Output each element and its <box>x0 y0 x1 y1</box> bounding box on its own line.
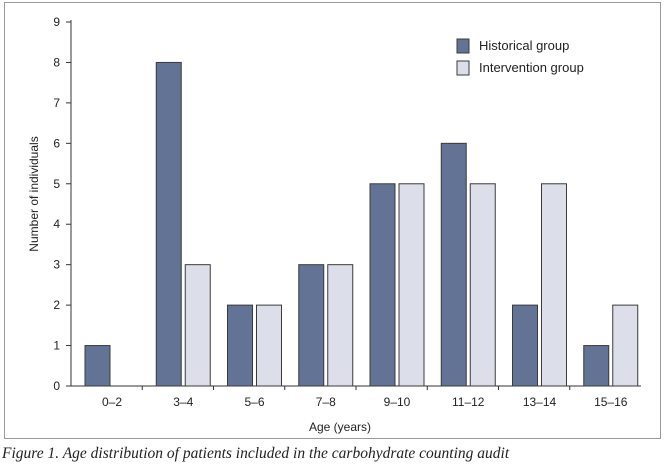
bar-intervention <box>612 304 639 387</box>
bar-historical <box>84 345 111 387</box>
y-tick-label: 1 <box>53 339 60 353</box>
y-tick-label: 9 <box>53 15 60 29</box>
chart-frame: 0 1 2 3 4 5 6 7 8 9 0–2 3–4 5–6 7–8 9–10 11–12 13–14 15–… <box>4 2 661 439</box>
x-tick-label: 5–6 <box>244 395 264 409</box>
y-tick-label: 2 <box>53 298 60 312</box>
x-tick-label: 9–10 <box>384 395 411 409</box>
bar-intervention <box>327 264 354 387</box>
y-axis: 0 1 2 3 4 5 6 7 8 9 <box>53 15 72 393</box>
y-tick-label: 5 <box>53 177 60 191</box>
y-tick-label: 4 <box>53 217 60 231</box>
y-axis-title: Number of individuals <box>27 136 41 251</box>
bar-historical <box>155 61 182 387</box>
y-tick-label: 7 <box>53 96 60 110</box>
bar-intervention <box>256 304 282 387</box>
legend-swatch <box>456 60 470 76</box>
bar-historical <box>512 304 538 387</box>
legend-swatch <box>456 38 470 54</box>
bar-historical <box>440 142 467 387</box>
x-tick-label: 13–14 <box>523 395 557 409</box>
x-tick-label: 0–2 <box>102 395 122 409</box>
x-tick-label: 11–12 <box>452 395 485 409</box>
bar-historical <box>369 183 396 387</box>
legend: Historical group Intervention group <box>456 38 584 76</box>
bar-historical <box>227 304 253 387</box>
y-tick-label: 6 <box>53 136 60 150</box>
bar-historical <box>298 264 325 387</box>
legend-label: Intervention group <box>479 60 584 75</box>
bar-intervention <box>469 183 496 387</box>
y-tick-label: 8 <box>53 55 60 69</box>
bar-intervention <box>398 183 425 387</box>
x-axis-title: Age (years) <box>309 420 371 434</box>
x-tick-label: 3–4 <box>173 395 193 409</box>
legend-label: Historical group <box>479 38 569 53</box>
bar-chart: 0 1 2 3 4 5 6 7 8 9 0–2 3–4 5–6 7–8 9–10 11–12 13–14 15–… <box>27 15 641 434</box>
x-tick-label: 7–8 <box>316 395 336 409</box>
bar-intervention <box>541 183 567 387</box>
figure-caption: Figure 1. Age distribution of patients i… <box>2 445 510 462</box>
bars <box>84 61 639 387</box>
x-axis: 0–2 3–4 5–6 7–8 9–10 11–12 13–14 15–16 <box>71 385 641 409</box>
y-tick-label: 3 <box>53 258 60 272</box>
bar-historical <box>583 345 610 387</box>
x-tick-label: 15–16 <box>594 395 628 409</box>
bar-intervention <box>184 264 211 387</box>
y-tick-label: 0 <box>53 379 60 393</box>
